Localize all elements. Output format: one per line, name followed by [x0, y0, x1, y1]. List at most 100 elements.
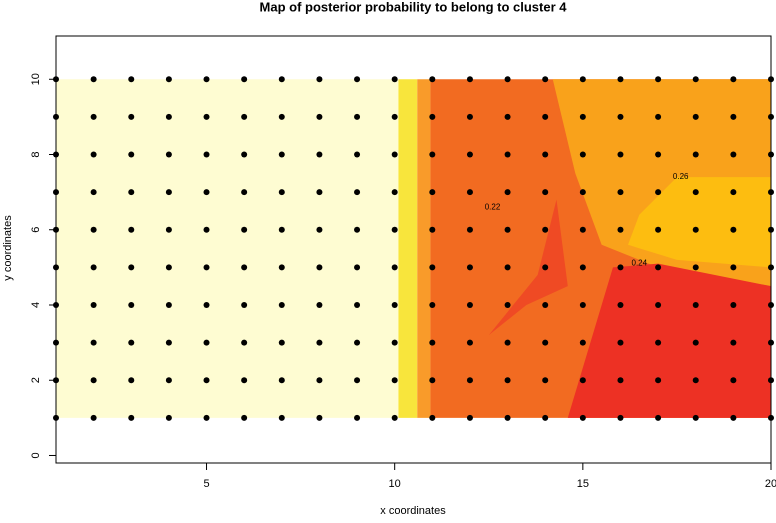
point — [617, 189, 624, 196]
heat-region — [56, 79, 399, 418]
point — [241, 414, 248, 421]
point — [391, 339, 398, 346]
point — [730, 226, 737, 233]
point — [504, 226, 511, 233]
point — [429, 414, 436, 421]
point — [542, 301, 549, 308]
point — [203, 151, 210, 158]
point — [203, 301, 210, 308]
point — [128, 339, 135, 346]
point — [354, 151, 361, 158]
point — [278, 377, 285, 384]
point — [504, 339, 511, 346]
x-tick-label: 15 — [577, 478, 589, 490]
point — [466, 264, 473, 271]
point — [278, 76, 285, 83]
point — [278, 151, 285, 158]
point — [128, 113, 135, 120]
point — [316, 339, 323, 346]
point — [316, 377, 323, 384]
point — [354, 189, 361, 196]
point — [241, 113, 248, 120]
point — [391, 189, 398, 196]
point — [90, 339, 97, 346]
point — [316, 151, 323, 158]
point — [128, 264, 135, 271]
heat-region — [488, 199, 568, 336]
point — [316, 301, 323, 308]
point — [466, 339, 473, 346]
point — [655, 339, 662, 346]
point — [241, 339, 248, 346]
point — [354, 264, 361, 271]
contour-label: 0.26 — [673, 172, 689, 181]
point — [203, 377, 210, 384]
y-tick-label: 8 — [30, 151, 42, 157]
point — [90, 151, 97, 158]
point — [278, 264, 285, 271]
point — [617, 76, 624, 83]
point — [692, 414, 699, 421]
point — [165, 226, 172, 233]
point — [655, 414, 662, 421]
point — [429, 301, 436, 308]
point — [730, 414, 737, 421]
point — [504, 113, 511, 120]
point — [391, 151, 398, 158]
point — [655, 264, 662, 271]
point — [617, 301, 624, 308]
point — [90, 189, 97, 196]
chart-title: Map of posterior probability to belong t… — [260, 0, 568, 14]
point — [692, 377, 699, 384]
point — [579, 189, 586, 196]
point — [466, 76, 473, 83]
point — [542, 226, 549, 233]
point — [579, 339, 586, 346]
point — [90, 113, 97, 120]
point — [128, 189, 135, 196]
point — [278, 189, 285, 196]
point — [203, 339, 210, 346]
point — [429, 76, 436, 83]
y-tick-label: 10 — [30, 73, 42, 85]
y-tick-label: 6 — [30, 227, 42, 233]
point — [542, 113, 549, 120]
point — [354, 414, 361, 421]
point — [316, 414, 323, 421]
point — [504, 377, 511, 384]
point — [579, 301, 586, 308]
point — [241, 189, 248, 196]
point — [730, 76, 737, 83]
point — [655, 377, 662, 384]
point — [278, 339, 285, 346]
point — [504, 76, 511, 83]
point — [504, 414, 511, 421]
point — [692, 76, 699, 83]
point — [579, 113, 586, 120]
point — [655, 76, 662, 83]
point — [354, 113, 361, 120]
point — [429, 189, 436, 196]
contour-label: 0.22 — [485, 202, 501, 211]
point — [128, 377, 135, 384]
point — [617, 226, 624, 233]
point — [542, 151, 549, 158]
point — [278, 301, 285, 308]
point — [165, 113, 172, 120]
point — [504, 264, 511, 271]
point — [90, 76, 97, 83]
y-tick-label: 2 — [30, 377, 42, 383]
point — [655, 151, 662, 158]
point — [692, 264, 699, 271]
point — [90, 264, 97, 271]
y-tick-label: 4 — [30, 302, 42, 308]
point — [165, 151, 172, 158]
point — [354, 339, 361, 346]
point — [165, 301, 172, 308]
point — [203, 264, 210, 271]
point — [165, 414, 172, 421]
point — [354, 301, 361, 308]
point — [542, 339, 549, 346]
point — [466, 226, 473, 233]
point — [128, 414, 135, 421]
